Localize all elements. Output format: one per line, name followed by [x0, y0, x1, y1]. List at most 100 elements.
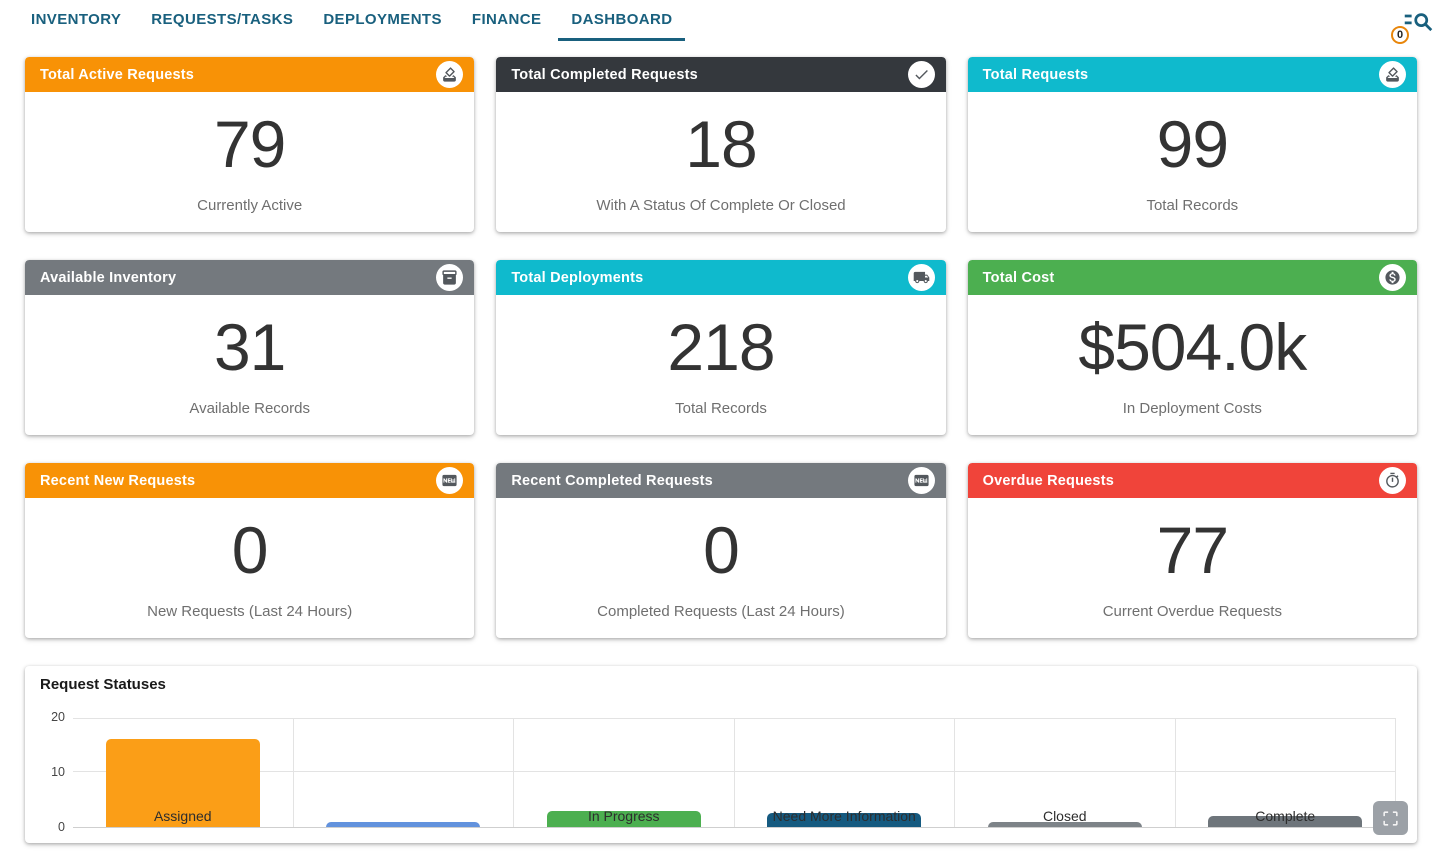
card-icon-circle — [1379, 61, 1406, 88]
card-value: 77 — [1156, 512, 1229, 587]
chart-column-unlabeled — [294, 719, 514, 827]
card-title: Total Deployments — [511, 269, 644, 286]
card-subtitle: Current Overdue Requests — [1102, 602, 1282, 620]
card-icon-circle — [1379, 467, 1406, 494]
card-available-inventory: Available Inventory 31 Available Records — [25, 260, 475, 435]
chart-columns: Assigned In Progress Need More Information… — [73, 719, 1395, 827]
bar-label: Need More Information — [772, 808, 916, 824]
card-body: 0 New Requests (Last 24 Hours) — [25, 498, 474, 638]
inventory-icon — [442, 270, 457, 285]
new-badge-icon — [442, 474, 457, 487]
card-title: Total Active Requests — [40, 66, 195, 83]
search-count-badge: 0 — [1391, 26, 1409, 44]
tab-requests-tasks[interactable]: REQUESTS/TASKS — [151, 10, 294, 28]
card-icon-circle — [436, 264, 464, 291]
chart-column-complete: Complete — [1176, 719, 1396, 827]
card-value: 18 — [685, 106, 757, 181]
card-value: 0 — [231, 512, 269, 587]
card-icon-circle — [907, 264, 935, 291]
stat-card-grid: Total Active Requests 79 Currently Active T… — [0, 46, 1442, 638]
bar-complete — [1208, 816, 1363, 827]
card-total-cost: Total Cost $504.0k In Deployment Costs — [967, 260, 1417, 435]
card-value: 31 — [213, 309, 286, 384]
card-body: 99 Total Records — [968, 92, 1417, 232]
new-badge-icon — [914, 474, 929, 487]
card-total-deployments: Total Deployments 218 Total Records — [496, 260, 946, 435]
card-icon-circle — [436, 467, 464, 494]
top-nav: INVENTORY REQUESTS/TASKS DEPLOYMENTS FINANC… — [0, 0, 1442, 46]
card-body: $504.0k In Deployment Costs — [968, 295, 1417, 435]
card-subtitle: New Requests (Last 24 Hours) — [147, 602, 353, 620]
card-header: Recent Completed Requests — [496, 463, 946, 498]
dollar-icon — [1385, 270, 1400, 285]
fullscreen-button[interactable] — [1373, 801, 1408, 835]
card-title: Total Completed Requests — [511, 66, 698, 83]
card-title: Recent New Requests — [40, 472, 196, 489]
card-header: Total Deployments — [496, 260, 946, 295]
chart-column-in-progress: In Progress — [514, 719, 735, 827]
tab-dashboard[interactable]: DASHBOARD — [558, 0, 686, 41]
card-value: 79 — [213, 106, 286, 181]
truck-icon — [913, 271, 929, 284]
bar-label: Complete — [1255, 808, 1316, 824]
card-body: 31 Available Records — [25, 295, 474, 435]
card-title: Recent Completed Requests — [511, 472, 713, 489]
chart-column-assigned: Assigned — [73, 719, 294, 827]
card-total-active-requests: Total Active Requests 79 Currently Active — [25, 57, 475, 232]
request-statuses-chart-card: Request Statuses 0 10 20 Assigned In Progres… — [25, 666, 1417, 843]
card-value: $504.0k — [1078, 309, 1307, 384]
card-body: 79 Currently Active — [25, 92, 474, 232]
card-subtitle: Completed Requests (Last 24 Hours) — [597, 602, 845, 620]
card-subtitle: Available Records — [189, 399, 310, 417]
y-axis-tick: 20 — [51, 710, 65, 724]
bar-label: In Progress — [587, 808, 660, 824]
bar-label: Closed — [1042, 808, 1087, 824]
search-button[interactable]: 0 — [1390, 4, 1436, 44]
chart-column-need-more-information: Need More Information — [735, 719, 955, 827]
card-icon-circle — [907, 61, 935, 88]
y-axis-tick: 0 — [58, 820, 65, 834]
card-total-requests: Total Requests 99 Total Records — [967, 57, 1417, 232]
y-axis-tick: 10 — [51, 765, 65, 779]
card-subtitle: Total Records — [1146, 196, 1239, 214]
fullscreen-icon — [1383, 810, 1398, 826]
ballot-icon — [1386, 67, 1399, 82]
card-value: 0 — [703, 512, 740, 587]
ballot-icon — [443, 67, 457, 82]
bar-closed — [987, 821, 1142, 827]
bar-unlabeled — [326, 821, 481, 827]
bar-label: Assigned — [153, 808, 212, 824]
card-subtitle: Total Records — [675, 399, 767, 417]
search-filter-icon — [1404, 13, 1433, 32]
card-overdue-requests: Overdue Requests 77 Current Overdue Reques… — [967, 463, 1417, 638]
card-subtitle: Currently Active — [197, 196, 303, 214]
card-icon-circle — [436, 61, 464, 88]
tab-deployments[interactable]: DEPLOYMENTS — [323, 10, 442, 28]
card-header: Total Active Requests — [25, 57, 475, 92]
card-title: Overdue Requests — [982, 472, 1114, 489]
chart-title: Request Statuses — [40, 676, 166, 693]
card-header: Total Cost — [967, 260, 1417, 295]
card-body: 18 With A Status Of Complete Or Closed — [496, 92, 945, 232]
bar-need-more-information — [767, 813, 922, 827]
card-value: 218 — [667, 309, 775, 384]
card-title: Available Inventory — [40, 269, 177, 286]
card-body: 77 Current Overdue Requests — [968, 498, 1417, 638]
card-value: 99 — [1156, 106, 1229, 181]
nav-tabs: INVENTORY REQUESTS/TASKS DEPLOYMENTS FINANC… — [18, 0, 689, 41]
card-header: Total Requests — [967, 57, 1417, 92]
tab-finance[interactable]: FINANCE — [471, 10, 542, 28]
card-body: 218 Total Records — [496, 295, 945, 435]
card-header: Total Completed Requests — [496, 57, 946, 92]
card-header: Overdue Requests — [967, 463, 1417, 498]
card-icon-circle — [907, 467, 935, 494]
card-recent-new-requests: Recent New Requests 0 New Requests (Last 2… — [25, 463, 475, 638]
card-header: Recent New Requests — [25, 463, 475, 498]
bar-in-progress — [546, 810, 701, 827]
tab-inventory[interactable]: INVENTORY — [31, 10, 122, 28]
card-subtitle: In Deployment Costs — [1122, 399, 1262, 417]
card-title: Total Requests — [982, 66, 1089, 83]
timer-icon — [1386, 472, 1399, 488]
card-title: Total Cost — [982, 269, 1055, 286]
bar-chart-plot: 0 10 20 Assigned In Progress Need More Inform… — [51, 710, 1396, 834]
